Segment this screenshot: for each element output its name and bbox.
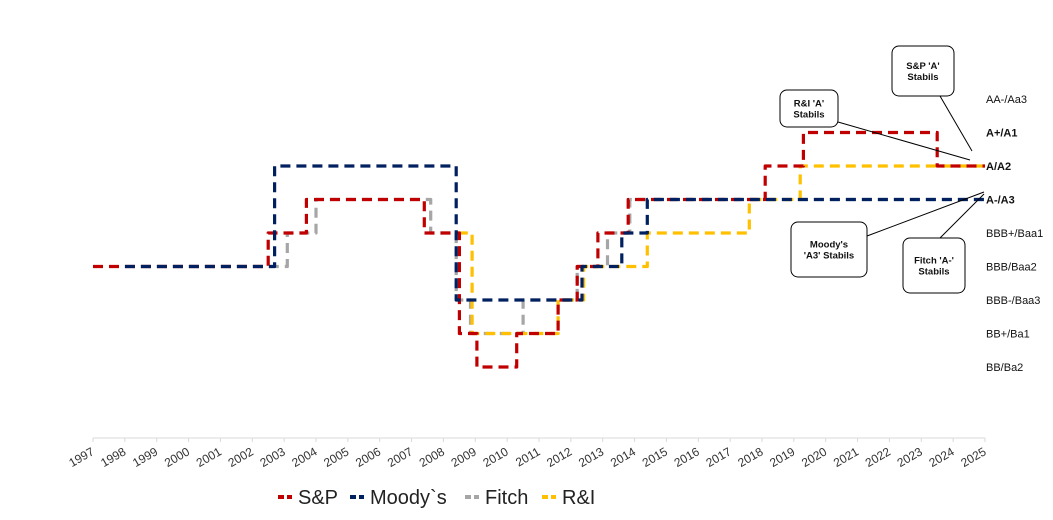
callout-text: Stabils xyxy=(918,267,949,278)
series-lines xyxy=(93,130,985,369)
x-tick-label: 2012 xyxy=(544,444,574,470)
rating-label: BB+/Ba1 xyxy=(986,329,1030,341)
x-tick-label: 2017 xyxy=(704,444,734,470)
callout-pointer xyxy=(939,95,973,152)
callout-text: Fitch 'A-' xyxy=(914,256,954,267)
callout-box xyxy=(790,221,868,278)
rating-label: BBB-/Baa3 xyxy=(986,295,1040,307)
x-tick-label: 2023 xyxy=(895,444,925,470)
series-line-moodys xyxy=(124,164,985,302)
x-tick-label: 2011 xyxy=(513,444,543,469)
x-tick-label: 2021 xyxy=(831,444,861,470)
callout-pointer xyxy=(837,121,971,161)
x-axis: 1997 1998 1999 2000 2001 2002 2003 2004 2005 2006… xyxy=(66,437,989,470)
rating-label: BBB+/Baa1 xyxy=(986,228,1043,240)
rating-label: A-/A3 xyxy=(986,195,1015,207)
series-line-sp xyxy=(93,130,985,369)
callout-pointer xyxy=(939,193,985,239)
x-tick-label: 2006 xyxy=(353,444,383,470)
x-tick-label: 2008 xyxy=(417,444,447,470)
callout-text: Stabils xyxy=(793,110,824,121)
rating-labels: AA-/Aa3 A+/A1 A/A2 A-/A3 BBB+/Baa1 BBB/Baa2 BB… xyxy=(986,94,1043,374)
rating-label: AA-/Aa3 xyxy=(986,94,1027,106)
x-tick-label: 2018 xyxy=(735,444,765,470)
x-tick-label: 2003 xyxy=(258,444,288,470)
x-tick-label: 2015 xyxy=(640,444,670,470)
legend-label: S&P xyxy=(298,487,338,509)
x-tick-label: 2025 xyxy=(958,444,988,470)
x-tick-label: 2022 xyxy=(863,444,893,470)
x-tick-label: 2016 xyxy=(672,444,702,470)
x-tick-label: 2024 xyxy=(927,444,957,470)
x-tick-label: 2014 xyxy=(608,444,638,470)
rating-label: A/A2 xyxy=(986,161,1011,173)
legend: S&P Moody`s Fitch R&I xyxy=(278,487,595,509)
legend-label: R&I xyxy=(562,487,595,509)
callout-text: 'A3' Stabils xyxy=(804,251,854,262)
x-tick-label: 2007 xyxy=(385,444,415,470)
callout-box xyxy=(779,89,839,128)
rating-label: BB/Ba2 xyxy=(986,362,1023,374)
x-tick-label: 2009 xyxy=(449,444,479,470)
x-tick-label: 2020 xyxy=(799,444,829,470)
rating-label: A+/A1 xyxy=(986,128,1018,140)
x-tick-label: 2019 xyxy=(767,444,797,470)
callout-text: R&I 'A' xyxy=(794,99,824,110)
x-tick-label: 1999 xyxy=(130,444,160,470)
callout-text: S&P 'A' xyxy=(906,61,939,72)
callout-pointer xyxy=(866,191,985,237)
x-tick-label: 2005 xyxy=(321,444,351,470)
x-tick-label: 2004 xyxy=(289,444,319,470)
callout-box xyxy=(902,237,966,294)
callout-text: Stabils xyxy=(907,72,938,83)
legend-label: Moody`s xyxy=(370,487,447,509)
x-tick-label: 1997 xyxy=(66,444,96,470)
x-tick-label: 2010 xyxy=(481,444,511,470)
rating-label: BBB/Baa2 xyxy=(986,262,1037,274)
x-tick-label: 1998 xyxy=(98,444,128,470)
x-tick-label: 2001 xyxy=(194,444,224,470)
x-tick-label: 2013 xyxy=(576,444,606,470)
callout-text: Moody's xyxy=(810,240,848,251)
x-tick-label: 2002 xyxy=(226,444,256,470)
x-tick-label: 2000 xyxy=(162,444,192,470)
legend-label: Fitch xyxy=(485,487,528,509)
callout-box xyxy=(891,45,955,97)
